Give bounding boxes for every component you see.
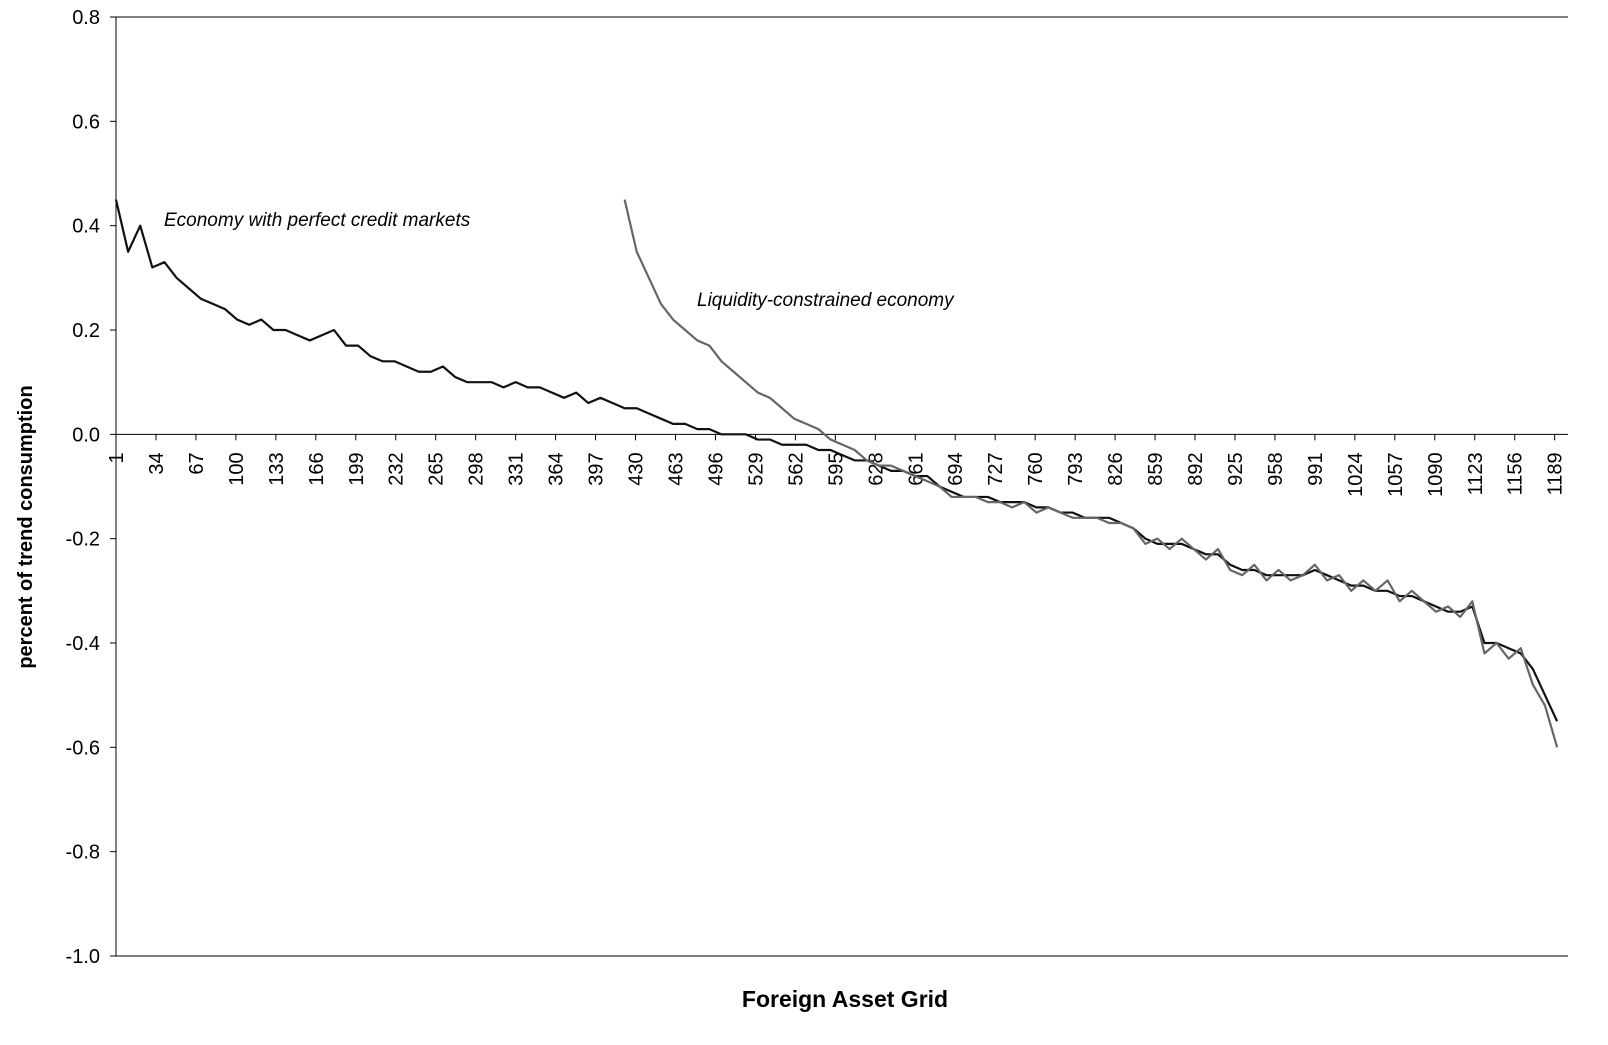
x-tick-label: 760 bbox=[1025, 452, 1047, 485]
annotation: Economy with perfect credit markets bbox=[164, 210, 471, 231]
x-tick-label: 298 bbox=[466, 452, 488, 485]
x-tick-label: 100 bbox=[226, 452, 248, 485]
x-tick-label: 892 bbox=[1185, 452, 1207, 485]
x-tick-label: 661 bbox=[905, 452, 927, 485]
x-tick-label: 1123 bbox=[1465, 452, 1487, 495]
x-tick-label: 859 bbox=[1145, 452, 1167, 485]
x-tick-label: 34 bbox=[146, 452, 168, 474]
annotation: Liquidity-constrained economy bbox=[697, 290, 955, 311]
x-tick-label: 364 bbox=[546, 452, 568, 485]
x-tick-label: 496 bbox=[705, 452, 727, 485]
x-tick-label: 1024 bbox=[1345, 452, 1367, 497]
y-tick-label: 0.2 bbox=[72, 320, 100, 342]
x-axis-label: Foreign Asset Grid bbox=[742, 986, 948, 1012]
data-line bbox=[114, 199, 1559, 722]
x-tick-label: 793 bbox=[1065, 452, 1087, 485]
y-tick-label: -1.0 bbox=[66, 946, 100, 968]
x-tick-label: 958 bbox=[1265, 452, 1287, 485]
x-tick-label: 199 bbox=[346, 452, 368, 485]
x-tick-label: 265 bbox=[426, 452, 448, 485]
x-tick-label: 628 bbox=[865, 452, 887, 485]
x-tick-label: 562 bbox=[785, 452, 807, 485]
y-tick-label: -0.4 bbox=[66, 633, 100, 655]
x-tick-label: 463 bbox=[665, 452, 687, 485]
x-tick-label: 1189 bbox=[1545, 452, 1567, 495]
x-tick-label: 529 bbox=[745, 452, 767, 485]
x-tick-label: 430 bbox=[626, 452, 648, 485]
data-line bbox=[623, 199, 1559, 748]
y-tick-label: 0.8 bbox=[72, 7, 100, 29]
y-axis-label: percent of trend consumption bbox=[15, 385, 37, 668]
x-tick-label: 331 bbox=[506, 452, 528, 485]
x-tick-label: 595 bbox=[825, 452, 847, 485]
x-tick-label: 925 bbox=[1225, 452, 1247, 485]
x-tick-label: 232 bbox=[386, 452, 408, 485]
y-tick-label: -0.8 bbox=[66, 842, 100, 864]
x-tick-label: 1156 bbox=[1505, 452, 1527, 495]
x-tick-label: 727 bbox=[985, 452, 1007, 485]
x-tick-label: 991 bbox=[1305, 452, 1327, 485]
x-tick-label: 1057 bbox=[1385, 452, 1407, 497]
x-tick-label: 1 bbox=[106, 452, 128, 463]
x-tick-label: 166 bbox=[306, 452, 328, 485]
y-tick-label: 0.0 bbox=[72, 424, 100, 446]
y-tick-label: -0.2 bbox=[66, 529, 100, 551]
y-tick-label: 0.4 bbox=[72, 216, 100, 238]
y-tick-label: 0.6 bbox=[72, 111, 100, 133]
x-tick-label: 67 bbox=[186, 452, 208, 474]
x-tick-label: 694 bbox=[945, 452, 967, 485]
x-tick-label: 826 bbox=[1105, 452, 1127, 485]
y-tick-label: -0.6 bbox=[66, 737, 100, 759]
x-tick-label: 1090 bbox=[1425, 452, 1447, 497]
x-tick-label: 397 bbox=[586, 452, 608, 485]
x-tick-label: 133 bbox=[266, 452, 288, 485]
